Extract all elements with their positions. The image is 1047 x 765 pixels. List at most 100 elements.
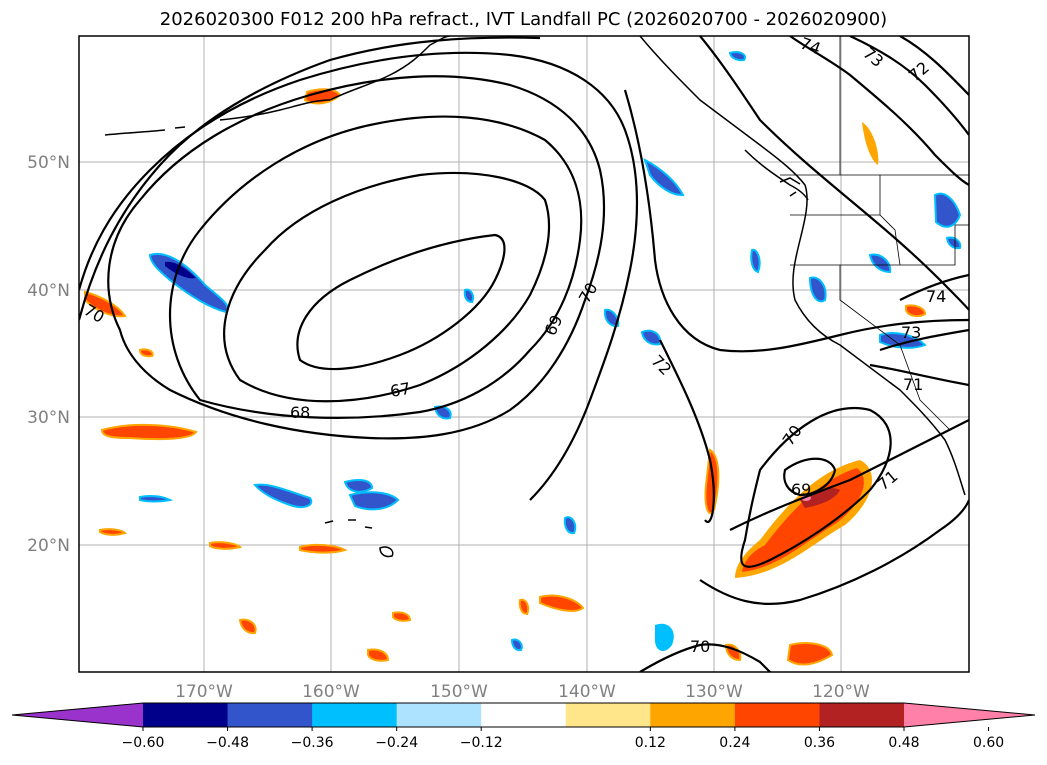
- contour-70-southeast: [699, 499, 969, 606]
- positive-anomaly-region: [862, 122, 879, 165]
- colorbar-segment: [819, 703, 905, 727]
- longitude-axis: 170°W 160°W 150°W 140°W 130°W 120°W: [175, 682, 870, 702]
- lat-label: 30°N: [27, 408, 70, 428]
- positive-anomaly-region: [209, 541, 243, 550]
- contour-71: [79, 51, 639, 501]
- negative-anomaly-region: [253, 483, 313, 508]
- lon-label: 160°W: [302, 682, 360, 702]
- negative-anomaly-core: [165, 261, 196, 279]
- coastal-islands: [779, 177, 801, 197]
- lon-label: 150°W: [430, 682, 488, 702]
- negative-anomaly-region: [808, 276, 827, 303]
- positive-anomaly-region: [392, 611, 412, 622]
- positive-anomaly-region: [238, 618, 257, 635]
- negative-anomaly-region: [655, 623, 674, 652]
- positive-anomaly-region: [786, 642, 834, 666]
- colorbar-segment: [143, 703, 229, 727]
- lon-label: 130°W: [685, 682, 743, 702]
- colorbar-segment: [481, 703, 567, 727]
- negative-anomaly-region: [879, 332, 927, 349]
- lat-label: 20°N: [27, 536, 70, 556]
- positive-anomaly-region: [518, 598, 530, 616]
- colorbar-extension-min: [12, 703, 143, 727]
- contour-label: 71: [903, 375, 923, 394]
- contour-74-east: [899, 273, 969, 301]
- negative-anomaly-region: [945, 236, 962, 250]
- negative-anomaly-region: [750, 248, 761, 274]
- positive-anomaly-region: [99, 528, 127, 536]
- positive-anomaly-region: [299, 543, 348, 554]
- contour-71-east: [869, 363, 969, 387]
- hawaiian-islands: [324, 519, 373, 529]
- contour-71-south: [729, 419, 969, 531]
- colorbar-tick-label: −0.48: [206, 735, 249, 751]
- contour-label: 73: [901, 323, 921, 342]
- refractivity-contours: [79, 36, 969, 672]
- aleutian-islands-west: [104, 126, 186, 136]
- map-frame: [78, 35, 970, 673]
- negative-anomaly-region: [463, 288, 475, 304]
- contour-74: [789, 36, 969, 186]
- positive-anomaly-region: [84, 290, 127, 318]
- lat-label: 40°N: [27, 281, 70, 301]
- colorbar-segment: [396, 703, 482, 727]
- lat-label: 50°N: [27, 153, 70, 173]
- colorbar: −0.60 −0.48 −0.36 −0.24 −0.12 0.12 0.24 0.36 0.4…: [11, 702, 1036, 751]
- colorbar-tick-label: 0.48: [888, 735, 919, 751]
- negative-anomaly-region: [640, 329, 662, 346]
- aleutian-islands: [219, 99, 331, 121]
- map-title: 2026020300 F012 200 hPa refract., IVT La…: [159, 9, 888, 30]
- hawaii-island: [379, 546, 394, 558]
- colorbar-segment: [227, 703, 313, 727]
- negative-anomaly-region: [728, 51, 746, 62]
- colorbar-extension-max: [904, 703, 1035, 727]
- positive-anomaly-region: [100, 423, 198, 441]
- positive-anomaly-region: [138, 348, 154, 358]
- negative-anomaly-region: [603, 308, 620, 328]
- negative-anomaly-region: [563, 516, 577, 535]
- north-america-coast: [639, 36, 966, 496]
- colorbar-tick-label: 0.36: [804, 735, 835, 751]
- contour-label: 74: [926, 287, 946, 306]
- contour-72-east: [623, 89, 969, 353]
- colorbar-tick-label: −0.60: [122, 735, 165, 751]
- idaho-border: [879, 214, 901, 266]
- colorbar-segment: [312, 703, 398, 727]
- colorbar-tick-label: 0.12: [635, 735, 666, 751]
- negative-anomaly-region: [868, 253, 892, 274]
- contour-73-east: [879, 328, 969, 352]
- negative-anomaly-region: [933, 192, 962, 228]
- contour-label: 69: [791, 480, 811, 499]
- negative-anomaly-region: [348, 491, 400, 511]
- contour-73: [699, 36, 969, 311]
- contour-70: [107, 75, 606, 440]
- colorbar-tick-label: −0.24: [375, 735, 418, 751]
- negative-anomaly-region: [139, 495, 174, 503]
- contour-72-west: [79, 36, 541, 321]
- refractivity-fill: [84, 51, 962, 666]
- lon-label: 120°W: [812, 682, 870, 702]
- contour-label: 74: [798, 33, 824, 58]
- coastlines: [104, 36, 966, 558]
- colorbar-segment: [565, 703, 651, 727]
- oregon-border: [790, 224, 969, 266]
- contour-70-bottom: [639, 643, 771, 672]
- colorbar-tick-label: −0.12: [460, 735, 503, 751]
- strong-anomaly-core: [800, 488, 840, 508]
- map-frame-bg: [79, 36, 969, 672]
- colorbar-tick-label: 0.60: [973, 735, 1004, 751]
- contour-label: 68: [290, 403, 310, 422]
- latitude-axis: 50°N 40°N 30°N 20°N: [27, 153, 70, 556]
- contour-label: 70: [690, 637, 710, 656]
- contour-69: [169, 115, 583, 419]
- contour-72-north: [899, 36, 969, 96]
- negative-anomaly-region: [643, 157, 685, 197]
- alaska-peninsula-coast: [329, 36, 451, 101]
- contour-67: [296, 233, 506, 371]
- contour-68: [223, 171, 551, 403]
- vancouver-island: [744, 149, 809, 201]
- contour-73-north: [849, 36, 969, 136]
- colorbar-segment: [650, 703, 736, 727]
- contour-label: 67: [389, 379, 412, 401]
